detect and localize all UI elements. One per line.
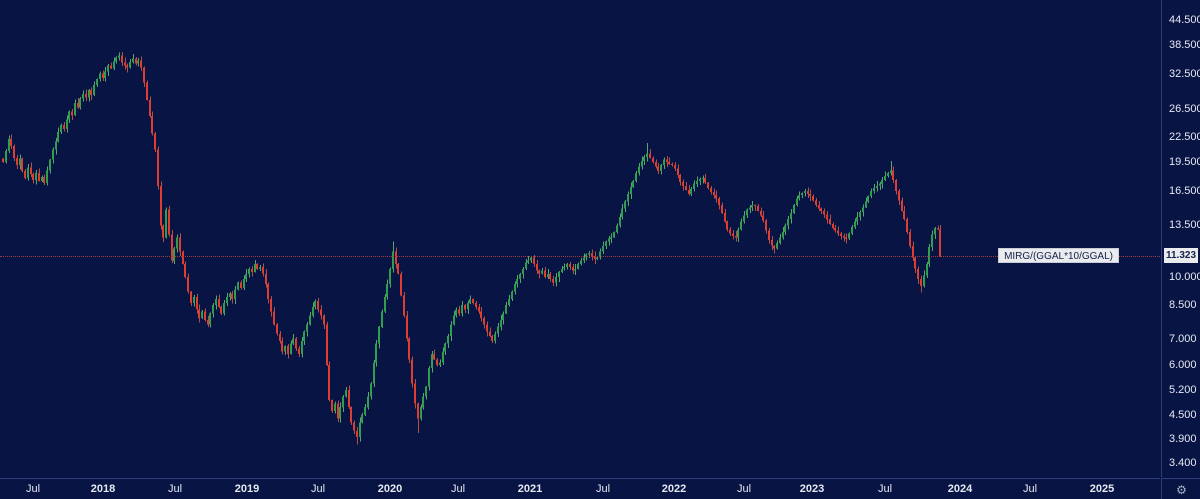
time-tick-label: 2020 xyxy=(377,483,403,495)
time-tick-label: Jul xyxy=(1022,483,1038,495)
price-tick-label: 6.000 xyxy=(1169,359,1197,371)
price-tick-label: 3.900 xyxy=(1169,433,1197,445)
axis-settings-button[interactable]: ⚙ xyxy=(1161,478,1200,499)
chart-plot-area[interactable]: MIRG/(GGAL*10/GGAL) xyxy=(0,0,1160,477)
candlestick-chart-canvas[interactable] xyxy=(0,0,1160,477)
price-tick-label: 4.500 xyxy=(1169,409,1197,421)
last-price-line xyxy=(0,256,1160,257)
price-tick-label: 10.000 xyxy=(1169,271,1200,283)
gear-icon: ⚙ xyxy=(1176,482,1187,497)
price-tick-label: 38.500 xyxy=(1169,39,1200,51)
time-tick-label: 2024 xyxy=(947,483,973,495)
time-tick-label: Jul xyxy=(595,483,611,495)
price-tick-label: 8.500 xyxy=(1169,299,1197,311)
price-axis[interactable]: 11.323 44.500 38.500 32.500 26.500 22.500 19.… xyxy=(1161,0,1200,477)
symbol-price-label: MIRG/(GGAL*10/GGAL) xyxy=(998,248,1119,263)
price-tick-label: 26.500 xyxy=(1169,103,1200,115)
time-tick-label: 2019 xyxy=(234,483,260,495)
time-tick-label: Jul xyxy=(310,483,326,495)
time-tick-label: 2025 xyxy=(1089,483,1115,495)
price-tick-label: 13.500 xyxy=(1169,219,1200,231)
time-tick-label: Jul xyxy=(736,483,752,495)
time-tick-label: Jul xyxy=(25,483,41,495)
time-tick-label: 2021 xyxy=(517,483,543,495)
price-tick-label: 5.200 xyxy=(1169,384,1197,396)
time-tick-label: 2023 xyxy=(799,483,825,495)
price-tick-label: 19.500 xyxy=(1169,156,1200,168)
time-tick-label: Jul xyxy=(450,483,466,495)
last-price-axis-label: 11.323 xyxy=(1164,248,1198,263)
price-tick-label: 3.400 xyxy=(1169,457,1197,469)
price-tick-label: 22.500 xyxy=(1169,131,1200,143)
price-tick-label: 16.500 xyxy=(1169,185,1200,197)
price-tick-label: 7.000 xyxy=(1169,333,1197,345)
time-tick-label: Jul xyxy=(877,483,893,495)
time-tick-label: 2018 xyxy=(90,483,116,495)
time-tick-label: Jul xyxy=(167,483,183,495)
price-tick-label: 44.500 xyxy=(1169,14,1200,26)
time-axis[interactable]: Jul 2018 Jul 2019 Jul 2020 Jul 2021 Jul 2022 Jul 20… xyxy=(0,478,1160,499)
price-tick-label: 32.500 xyxy=(1169,68,1200,80)
time-tick-label: 2022 xyxy=(661,483,687,495)
